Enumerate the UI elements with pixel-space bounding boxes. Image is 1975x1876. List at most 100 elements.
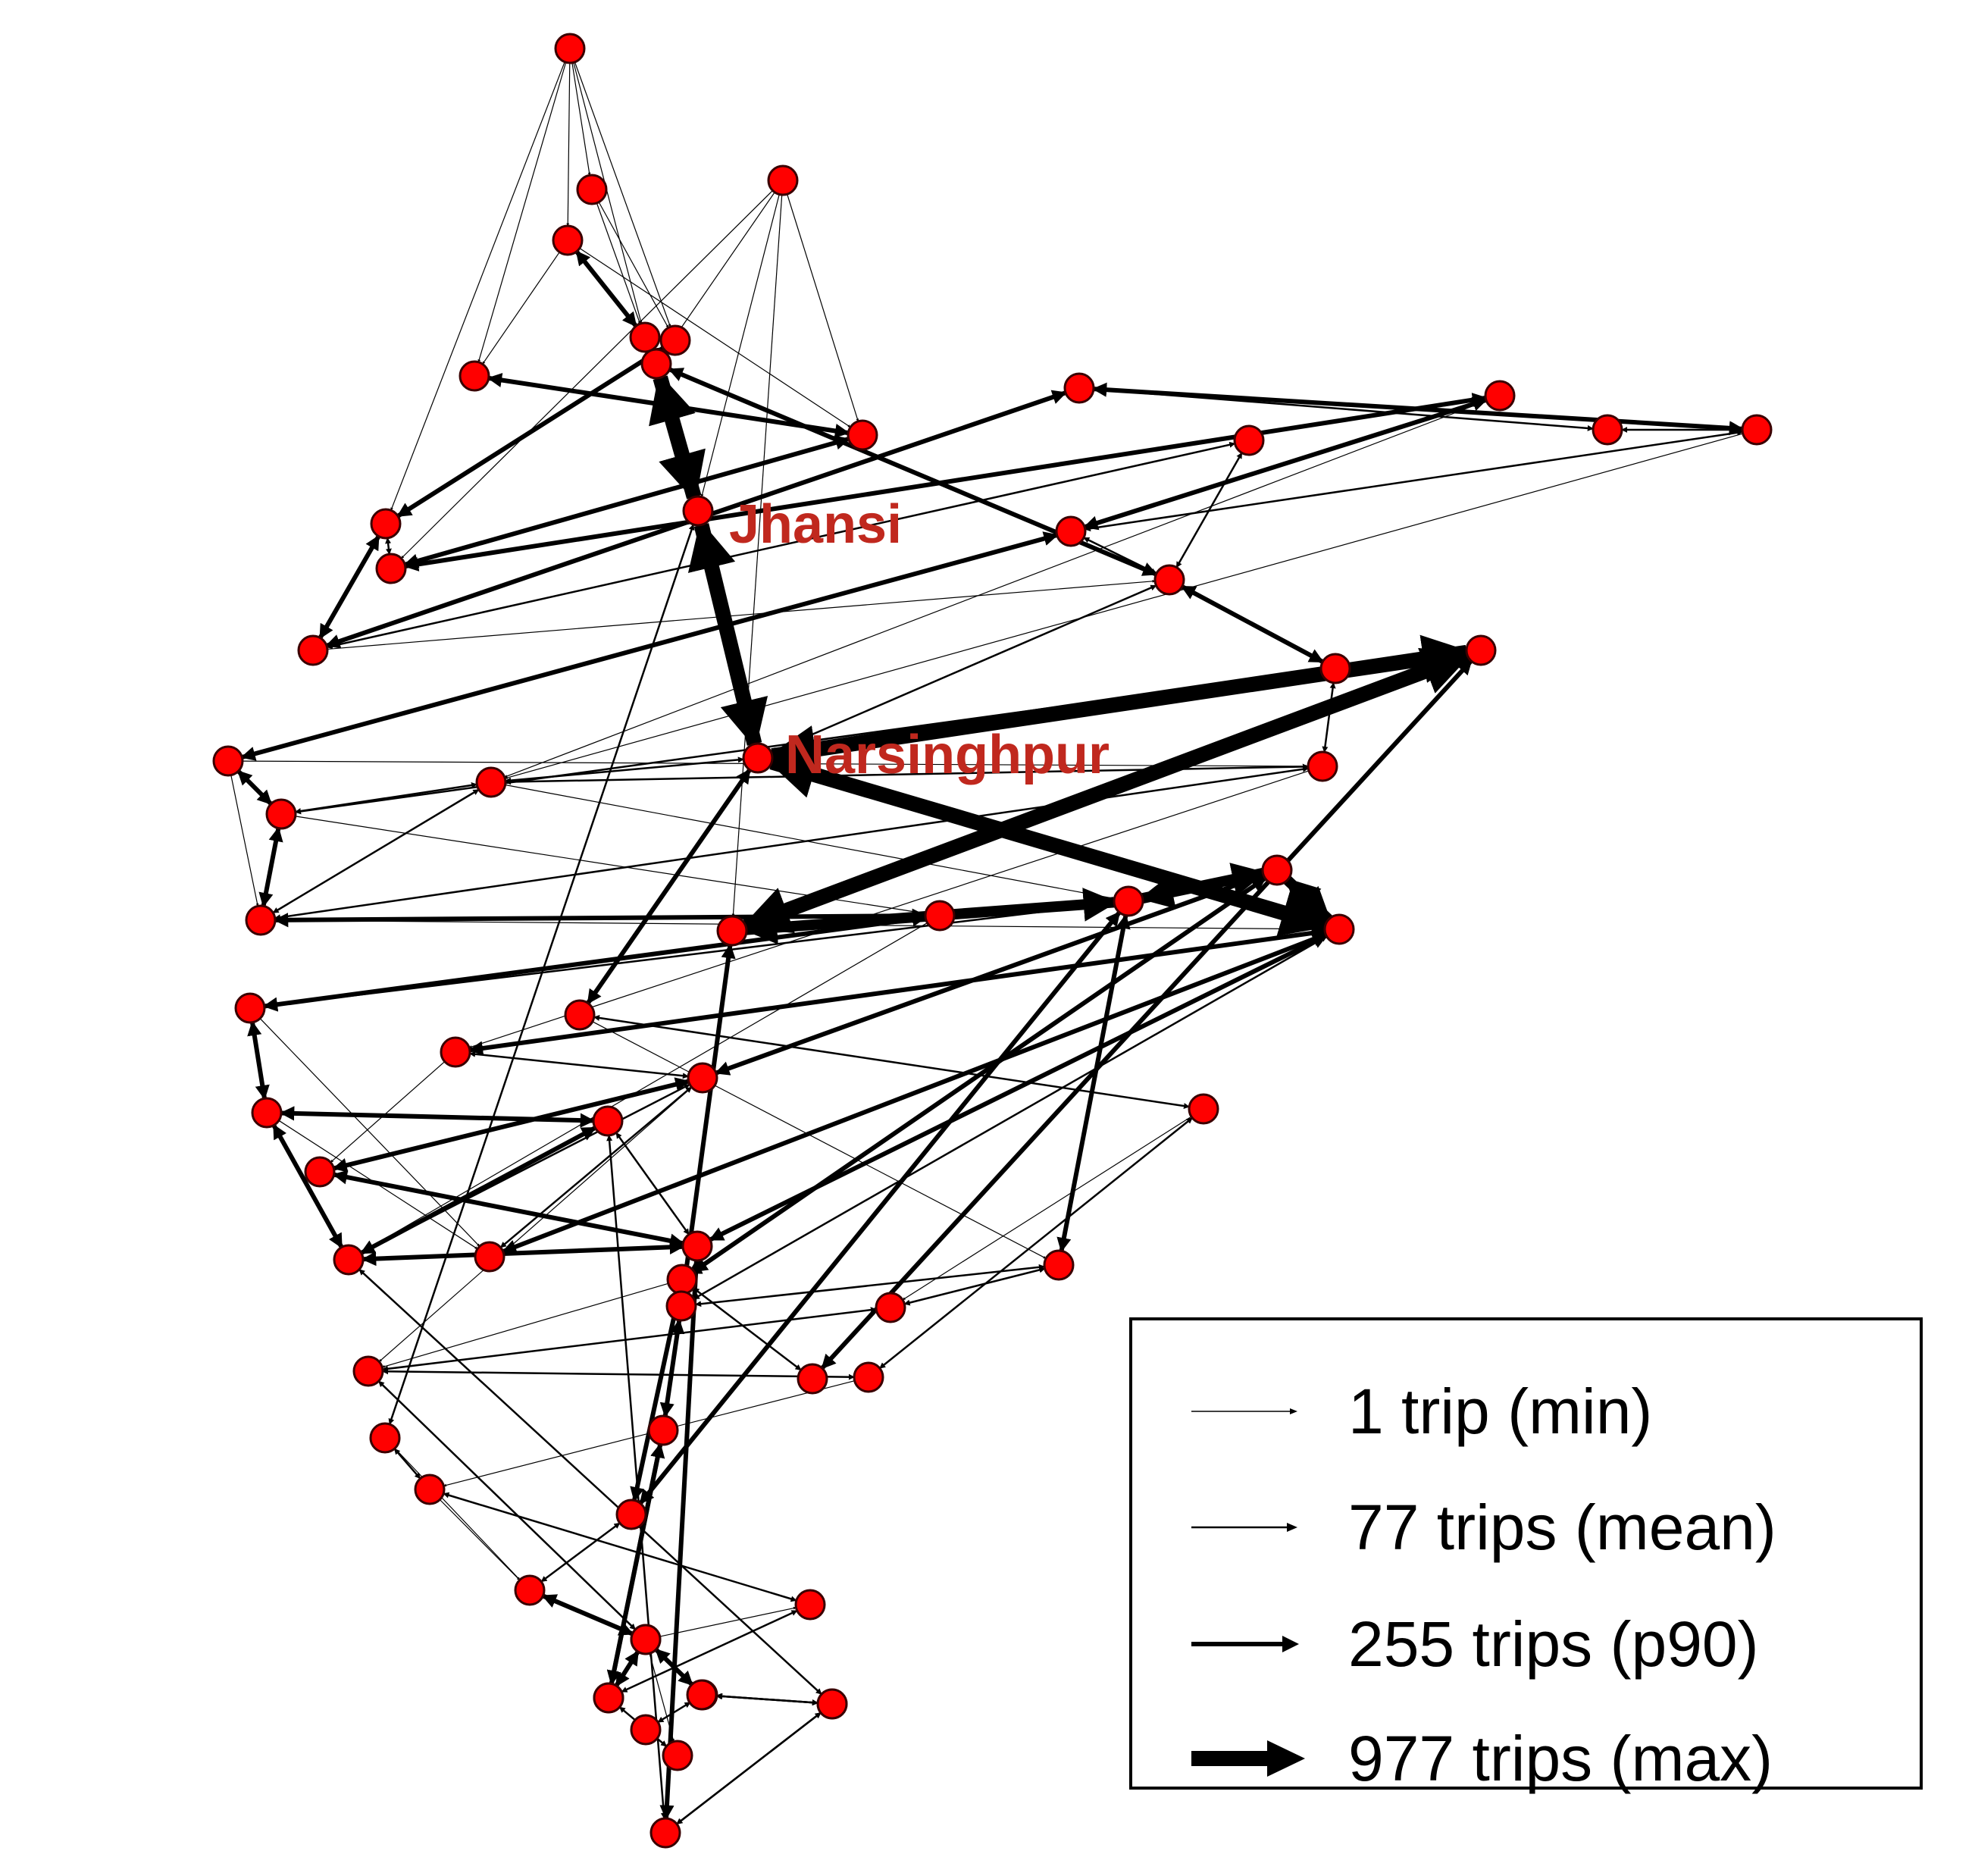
edge-n30-n42 <box>361 922 928 1253</box>
legend: 1 trip (min) 77 trips (mean) 255 trips (… <box>1129 1317 1923 1794</box>
node-n19 <box>1741 414 1773 446</box>
legend-item-min: 1 trip (min) <box>1132 1366 1920 1457</box>
edge-n22-n23 <box>236 769 273 806</box>
edge-n28-n36 <box>468 770 1310 1048</box>
edge-n63-n64 <box>656 1738 667 1747</box>
node-n23 <box>265 798 297 830</box>
node-n37 <box>251 1097 283 1129</box>
edge-n22-n27 <box>230 775 259 907</box>
node-n42 <box>333 1244 365 1276</box>
node-n25 <box>1319 653 1351 684</box>
edge-n16-n24 <box>504 400 1487 778</box>
edge-n21-n25 <box>1181 584 1324 664</box>
edge-n08-n10 <box>649 373 706 502</box>
edge-n44-n67 <box>659 1259 703 1820</box>
node-n08 <box>640 348 672 380</box>
edge-n03-n05 <box>482 252 560 365</box>
edge-n01-n11 <box>390 61 565 511</box>
node-n66 <box>686 1679 718 1711</box>
edge-n01-n03 <box>566 62 571 227</box>
edge-n01-n07 <box>574 61 671 327</box>
node-n34 <box>234 992 266 1024</box>
edge-n53-n56 <box>439 1499 521 1580</box>
legend-arrow-min <box>1191 1408 1297 1414</box>
edge-n24-n31 <box>505 784 1115 900</box>
node-n36 <box>440 1036 471 1068</box>
node-n18 <box>1592 414 1623 446</box>
edge-n04-n29 <box>731 194 783 917</box>
edge-n01-n02 <box>571 62 591 176</box>
edge-n38-n67 <box>606 1135 667 1819</box>
edge-n40-n42 <box>361 1083 690 1254</box>
node-n02 <box>576 174 608 205</box>
edge-n33-n50 <box>693 935 1328 1300</box>
edge-n21-n15 <box>1175 452 1243 568</box>
node-n56 <box>514 1574 546 1606</box>
edge-n04-n12 <box>401 189 773 559</box>
edge-n37-n42 <box>271 1123 344 1249</box>
edge-n47-n51 <box>382 1368 855 1380</box>
node-n40 <box>687 1062 718 1094</box>
edge-n33-n43 <box>501 932 1328 1254</box>
edge-n44-n42 <box>362 1239 684 1267</box>
edge-n40-n41 <box>332 1077 690 1173</box>
node-n29 <box>716 915 748 947</box>
node-n35 <box>564 999 596 1031</box>
edge-n67-n68 <box>676 1712 822 1825</box>
node-n13 <box>297 634 329 666</box>
node-n24 <box>475 766 507 798</box>
edge-n25-n28 <box>1322 682 1336 753</box>
edge-n04-n09 <box>787 193 859 422</box>
edge-n07-n11 <box>396 346 665 518</box>
edge-n36-n40 <box>469 1051 689 1079</box>
edge-n11-n13 <box>318 534 381 640</box>
node-n28 <box>1307 750 1338 782</box>
node-n44 <box>681 1230 713 1262</box>
legend-item-p90: 255 trips (p90) <box>1132 1599 1920 1690</box>
jhansi-label: Jhansi <box>729 494 902 555</box>
edge-n33-n44 <box>709 933 1328 1242</box>
node-n45 <box>1043 1249 1075 1281</box>
edge-n49-n51 <box>381 1283 668 1368</box>
edge-layer <box>230 61 1744 1825</box>
node-n14 <box>1063 372 1095 404</box>
node-n43 <box>474 1241 505 1273</box>
node-n31 <box>1113 885 1144 917</box>
edge-n01-n05 <box>477 62 567 363</box>
node-n61 <box>593 1682 624 1714</box>
edge-n66-n68 <box>715 1693 818 1706</box>
node-n22 <box>212 745 244 777</box>
edge-n52-n53 <box>393 1448 421 1480</box>
edge-n23-n27 <box>258 826 283 908</box>
node-n21 <box>1153 564 1185 596</box>
node-n07 <box>659 324 691 356</box>
edge-n46-n51 <box>382 1307 877 1372</box>
node-n12 <box>375 553 407 584</box>
legend-label-max: 977 trips (max) <box>1348 1723 1773 1794</box>
node-n41 <box>304 1156 336 1188</box>
node-n47 <box>853 1361 884 1393</box>
edge-n04-n08 <box>664 192 775 352</box>
node-n33 <box>1323 913 1355 945</box>
edge-n57-n59 <box>659 1606 797 1637</box>
node-n53 <box>414 1474 446 1505</box>
node-n38 <box>592 1105 624 1137</box>
node-n48 <box>797 1363 828 1395</box>
edge-n23-n30 <box>295 816 926 915</box>
node-n52 <box>369 1422 401 1454</box>
node-n03 <box>552 224 584 256</box>
edge-n36-n41 <box>330 1061 446 1163</box>
edge-n03-n06 <box>574 249 638 328</box>
edge-n27-n33 <box>274 919 1326 931</box>
node-n50 <box>665 1290 697 1322</box>
node-n64 <box>662 1740 693 1771</box>
node-n67 <box>649 1817 681 1849</box>
legend-label-mean: 77 trips (mean) <box>1348 1492 1776 1563</box>
edge-n17-n33 <box>767 750 1330 937</box>
node-n11 <box>370 508 402 540</box>
edge-n13-n21 <box>327 579 1156 650</box>
edge-n45-n50 <box>695 1264 1045 1308</box>
legend-label-min: 1 trip (min) <box>1348 1376 1653 1447</box>
edge-n35-n45 <box>592 1021 1047 1259</box>
